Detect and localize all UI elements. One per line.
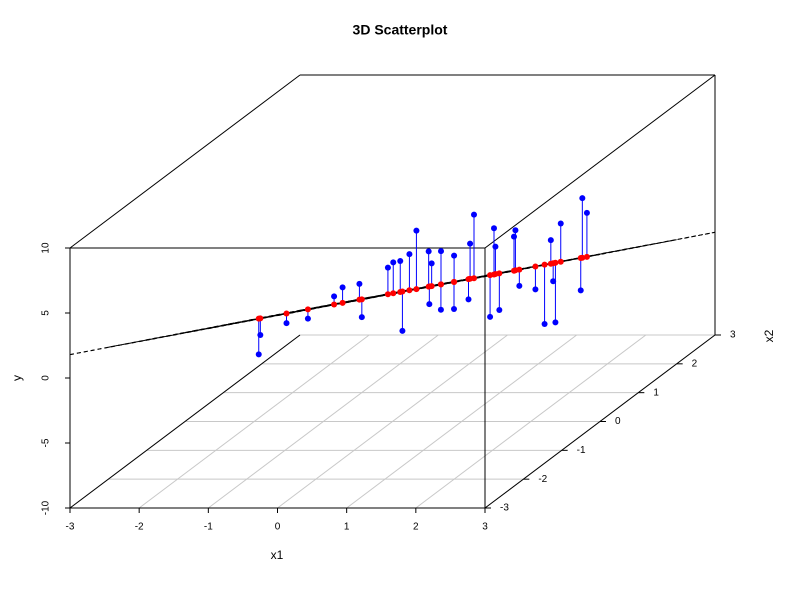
x1-tick-label: 0: [275, 522, 281, 533]
observed-point: [451, 305, 457, 312]
observed-point: [438, 248, 444, 255]
observed-point: [331, 293, 338, 300]
x1-axis-title: x1: [271, 548, 284, 562]
observed-point: [550, 278, 557, 285]
observed-point: [491, 225, 497, 232]
x2-tick-label: 0: [615, 416, 621, 427]
fitted-point: [390, 290, 397, 297]
observed-point: [467, 240, 474, 247]
observed-point: [492, 243, 499, 250]
observed-point: [390, 259, 397, 266]
fitted-point: [541, 261, 548, 268]
x2-tick-label: 1: [653, 387, 659, 398]
observed-point: [413, 227, 420, 234]
fitted-point: [451, 279, 458, 286]
y-tick-label: -10: [41, 500, 52, 515]
fitted-point: [397, 289, 404, 296]
observed-point: [356, 280, 363, 287]
fitted-point: [283, 310, 290, 317]
fitted-point: [471, 275, 477, 282]
x2-tick-label: -1: [577, 445, 586, 456]
fitted-point: [532, 263, 539, 270]
observed-point: [426, 301, 433, 308]
observed-point: [516, 282, 523, 289]
fitted-point: [511, 267, 517, 274]
x1-tick-label: 1: [344, 522, 350, 533]
x1-tick-label: -2: [135, 522, 144, 533]
observed-point: [557, 220, 564, 227]
x2-tick-label: 2: [692, 358, 698, 369]
x1-tick-label: 2: [413, 522, 419, 533]
observed-point: [255, 351, 262, 358]
observed-point: [583, 209, 590, 216]
observed-point: [384, 264, 391, 271]
observed-point: [487, 313, 494, 320]
fitted-point: [583, 253, 590, 260]
observed-point: [358, 314, 365, 321]
observed-point: [552, 319, 559, 326]
box-edge: [69, 74, 301, 249]
fitted-point: [579, 254, 586, 261]
fitted-point: [438, 281, 444, 288]
observed-point: [437, 306, 444, 313]
observed-point: [511, 233, 517, 240]
y-tick-label: -5: [41, 438, 52, 447]
fitted-point: [550, 260, 557, 267]
box-edge: [69, 334, 301, 509]
observed-point: [532, 286, 539, 293]
fitted-point: [406, 287, 413, 294]
observed-point: [471, 211, 477, 218]
fitted-point: [413, 286, 420, 293]
observed-point: [339, 284, 346, 291]
observed-point: [425, 248, 432, 255]
fitted-point: [496, 270, 503, 277]
x1-tick-label: -1: [204, 522, 213, 533]
x1-tick-label: -3: [66, 522, 75, 533]
fitted-point: [339, 299, 346, 306]
fitted-point: [331, 301, 338, 308]
observed-point: [512, 227, 519, 234]
observed-point: [397, 257, 404, 264]
observed-point: [428, 260, 435, 267]
chart-title: 3D Scatterplot: [353, 22, 448, 38]
fitted-point: [491, 271, 497, 278]
fitted-point: [516, 266, 523, 273]
y-axis-title: y: [10, 375, 24, 381]
fitted-point: [384, 291, 391, 298]
x1-tick-label: 3: [482, 522, 488, 533]
observed-point: [399, 327, 406, 334]
observed-point: [257, 331, 264, 338]
x2-tick-label: -3: [500, 503, 509, 514]
fitted-point: [358, 296, 365, 303]
fitted-point: [557, 258, 564, 265]
fitted-point: [425, 283, 432, 290]
fitted-point: [304, 306, 311, 313]
x2-axis-title: x2: [762, 329, 776, 342]
observed-point: [547, 237, 554, 244]
observed-point: [577, 287, 584, 294]
box-edge: [484, 74, 716, 249]
y-tick-label: 5: [41, 310, 52, 316]
y-tick-label: 0: [41, 375, 52, 381]
observed-point: [541, 321, 548, 328]
observed-point: [304, 315, 311, 322]
y-tick-label: 10: [41, 242, 52, 254]
observed-point: [406, 251, 413, 258]
observed-point: [451, 252, 458, 259]
observed-point: [496, 306, 503, 313]
observed-point: [465, 296, 472, 303]
observed-point: [283, 320, 290, 327]
x2-tick-label: -2: [538, 474, 547, 485]
fitted-point: [257, 315, 264, 322]
x2-tick-label: 3: [730, 330, 736, 341]
observed-point: [579, 195, 586, 202]
